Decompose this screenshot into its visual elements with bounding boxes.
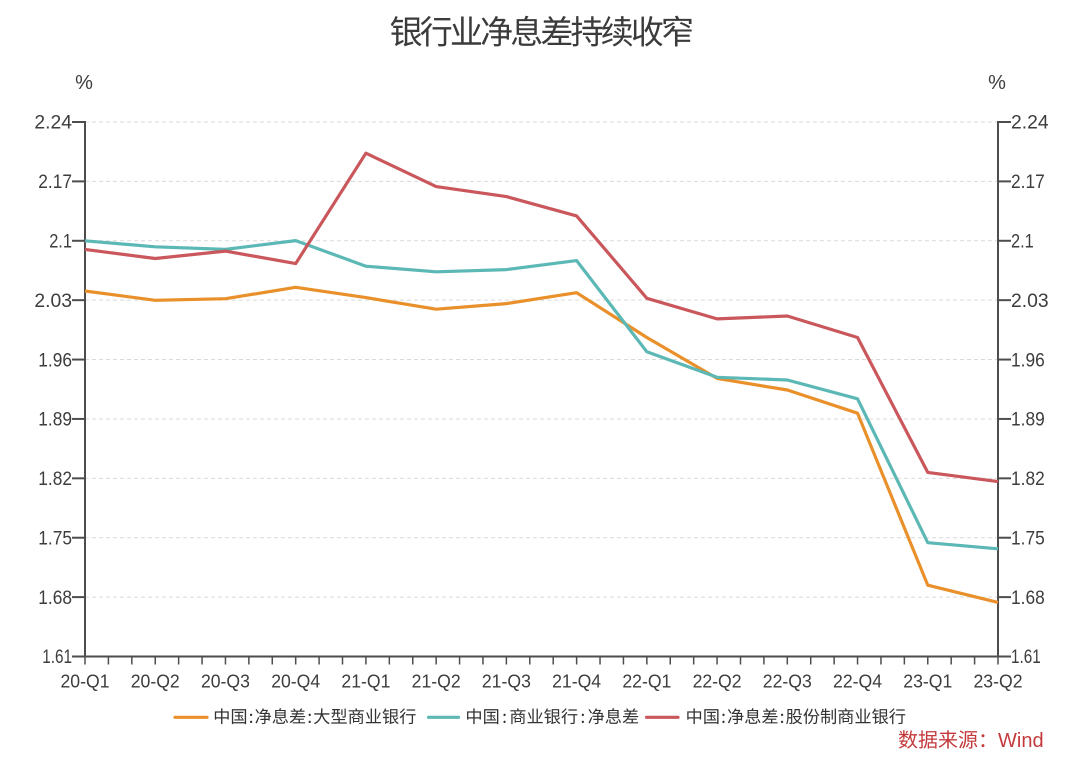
svg-text:1.89: 1.89	[38, 409, 72, 431]
svg-text:Wind: Wind	[998, 730, 1044, 752]
svg-text:1.68: 1.68	[38, 587, 72, 609]
svg-text:20-Q4: 20-Q4	[271, 671, 320, 691]
svg-text:1.89: 1.89	[1011, 409, 1045, 431]
svg-text:1.61: 1.61	[42, 646, 72, 668]
svg-text:2.24: 2.24	[1011, 112, 1049, 134]
svg-text:2.17: 2.17	[1011, 171, 1045, 193]
svg-text:23-Q1: 23-Q1	[903, 671, 952, 691]
svg-text:%: %	[988, 72, 1006, 94]
svg-text:1.96: 1.96	[38, 349, 72, 371]
svg-text:23-Q2: 23-Q2	[974, 671, 1023, 691]
svg-text:20-Q3: 20-Q3	[201, 671, 250, 691]
svg-text:1.96: 1.96	[1011, 349, 1045, 371]
svg-text:2.1: 2.1	[1011, 230, 1034, 252]
svg-text:2.1: 2.1	[49, 230, 72, 252]
svg-text:22-Q1: 22-Q1	[622, 671, 671, 691]
svg-text:2.17: 2.17	[38, 171, 72, 193]
svg-text:21-Q4: 21-Q4	[552, 671, 601, 691]
svg-text:2.03: 2.03	[34, 290, 72, 312]
svg-text:2.24: 2.24	[34, 112, 72, 134]
svg-text:1.61: 1.61	[1011, 646, 1041, 668]
svg-text:%: %	[75, 72, 93, 94]
svg-text:20-Q1: 20-Q1	[61, 671, 110, 691]
svg-text:1.82: 1.82	[38, 468, 72, 490]
svg-text:2.03: 2.03	[1011, 290, 1049, 312]
svg-text:1.75: 1.75	[38, 527, 72, 549]
svg-text:1.82: 1.82	[1011, 468, 1045, 490]
svg-text:22-Q3: 22-Q3	[763, 671, 812, 691]
svg-text:22-Q2: 22-Q2	[693, 671, 742, 691]
svg-text:21-Q2: 21-Q2	[412, 671, 461, 691]
svg-text:1.68: 1.68	[1011, 587, 1045, 609]
svg-text:21-Q3: 21-Q3	[482, 671, 531, 691]
svg-text:1.75: 1.75	[1011, 527, 1045, 549]
svg-text:20-Q2: 20-Q2	[131, 671, 180, 691]
svg-text:21-Q1: 21-Q1	[341, 671, 390, 691]
svg-text:22-Q4: 22-Q4	[833, 671, 882, 691]
